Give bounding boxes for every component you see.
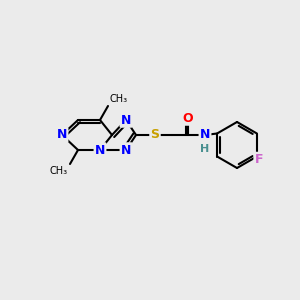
Text: N: N: [57, 128, 67, 142]
Text: N: N: [200, 128, 210, 142]
Text: CH₃: CH₃: [110, 94, 128, 104]
Text: S: S: [151, 128, 160, 142]
Text: H: H: [200, 144, 210, 154]
Text: O: O: [183, 112, 193, 124]
Text: N: N: [95, 143, 105, 157]
Text: N: N: [121, 143, 131, 157]
Text: F: F: [255, 153, 263, 166]
Text: N: N: [121, 113, 131, 127]
Text: CH₃: CH₃: [50, 166, 68, 176]
